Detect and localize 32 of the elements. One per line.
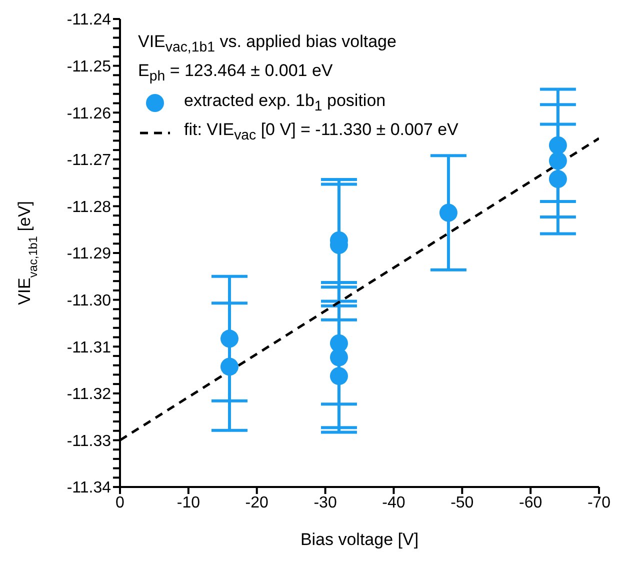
text: VIE$_{vac,1b1}$ vs. applied bias voltage xyxy=(138,31,398,58)
point xyxy=(439,204,458,222)
y-tick-label: -11.30 xyxy=(66,292,112,310)
x-tick-label: -70 xyxy=(587,494,611,512)
point xyxy=(548,136,567,154)
x-tick-label: -50 xyxy=(450,494,474,512)
y-tick-label: -11.25 xyxy=(66,58,112,76)
point xyxy=(330,348,348,366)
y-tick-label: -11.24 xyxy=(66,12,112,29)
x-tick-label: -30 xyxy=(314,494,337,512)
y-tick-label: -11.26 xyxy=(66,105,112,122)
y-tick-label: -11.34 xyxy=(66,480,112,497)
point xyxy=(330,367,348,386)
legend-label: fit: VIE$_{vac}$ [0 V] = -11.330 ± 0.007 eV xyxy=(184,119,458,146)
point xyxy=(548,170,567,188)
point xyxy=(220,330,238,348)
y-tick-label: -11.27 xyxy=(66,152,112,170)
legend-label: extracted exp. 1b$_{1}$ position xyxy=(184,90,386,116)
point xyxy=(220,358,238,376)
y-tick-label: -11.31 xyxy=(66,339,112,356)
x-axis-title: Bias voltage [V] xyxy=(300,530,419,549)
x-tick-label: -10 xyxy=(176,494,200,512)
x-tick-label: -40 xyxy=(382,494,406,512)
y-tick-label: -11.28 xyxy=(66,198,112,216)
y-tick-label: -11.33 xyxy=(66,432,112,450)
point xyxy=(548,152,567,170)
x-tick-label: -60 xyxy=(519,494,542,512)
text: E$_{ph}$ = 123.464 ± 0.001 eV xyxy=(138,60,334,87)
x-tick-label: 0 xyxy=(116,494,125,512)
y-tick-label: -11.29 xyxy=(66,246,112,263)
x-tick-label: -20 xyxy=(245,494,269,512)
y-tick-label: -11.32 xyxy=(66,386,112,404)
